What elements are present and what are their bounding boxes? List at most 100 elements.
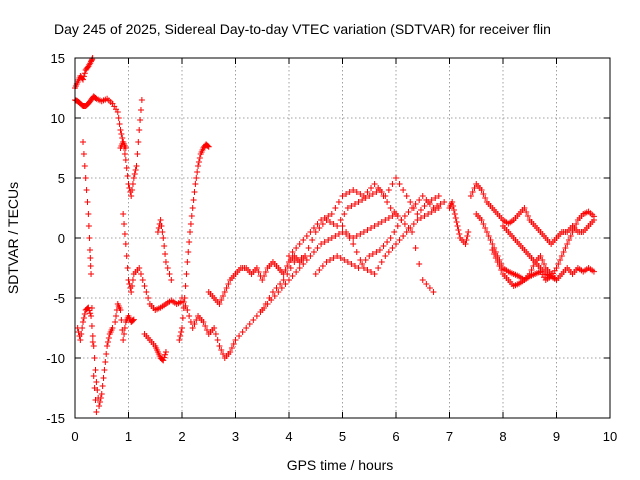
data-point — [400, 187, 407, 193]
data-point — [259, 307, 266, 313]
data-point — [293, 269, 300, 275]
data-point — [211, 325, 218, 331]
data-point — [193, 317, 200, 323]
data-point — [112, 319, 119, 325]
data-point — [85, 211, 92, 217]
data-point — [166, 271, 173, 277]
x-tick-label: 4 — [285, 429, 292, 444]
data-point — [530, 263, 537, 269]
data-point — [124, 265, 131, 271]
data-point — [400, 233, 407, 239]
data-point — [537, 253, 544, 259]
x-tick-label: 1 — [125, 429, 132, 444]
data-point — [403, 229, 410, 235]
data-point — [80, 315, 87, 321]
data-point — [129, 277, 136, 283]
data-point — [368, 185, 375, 191]
data-point — [389, 213, 396, 219]
data-point — [120, 139, 127, 145]
data-point — [191, 321, 198, 327]
data-point — [553, 277, 560, 283]
data-point — [318, 241, 325, 247]
data-point — [284, 263, 291, 269]
data-point — [417, 215, 424, 221]
x-tick-label: 2 — [178, 429, 185, 444]
data-point — [212, 331, 219, 337]
data-point — [253, 313, 260, 319]
data-point — [189, 205, 196, 211]
data-point — [409, 229, 416, 235]
data-point — [328, 211, 335, 217]
data-point — [289, 249, 296, 255]
data-point — [137, 117, 144, 123]
data-point — [159, 229, 166, 235]
data-point — [123, 165, 130, 171]
data-point — [81, 311, 88, 317]
data-point — [162, 259, 169, 265]
data-point — [462, 241, 469, 247]
data-point — [371, 181, 378, 187]
data-point — [176, 337, 183, 343]
data-point — [123, 253, 130, 259]
data-point — [407, 225, 414, 231]
data-point — [454, 223, 461, 229]
data-point — [185, 249, 192, 255]
data-point — [259, 277, 266, 283]
data-point — [294, 257, 301, 263]
data-point — [396, 181, 403, 187]
data-point — [179, 295, 185, 301]
data-point — [282, 281, 289, 287]
data-point — [158, 223, 165, 229]
data-point — [359, 197, 366, 203]
data-point — [350, 187, 357, 193]
data-point — [348, 261, 355, 267]
data-point — [480, 191, 487, 197]
data-point — [160, 357, 167, 364]
data-point — [266, 295, 273, 301]
data-point — [362, 257, 369, 263]
data-point — [187, 229, 194, 235]
data-point — [230, 341, 237, 347]
data-point — [426, 201, 433, 207]
data-point — [157, 217, 164, 223]
data-point — [385, 187, 392, 193]
data-point — [168, 277, 175, 283]
data-point — [83, 187, 90, 193]
data-point — [323, 259, 330, 265]
data-point — [339, 193, 346, 199]
data-point — [162, 251, 169, 257]
data-point — [193, 175, 200, 181]
data-point — [360, 229, 367, 235]
data-point — [291, 259, 298, 265]
data-point — [387, 235, 394, 241]
data-point — [77, 337, 84, 343]
data-point — [121, 151, 128, 157]
data-point — [218, 347, 225, 353]
data-point — [327, 257, 334, 263]
data-point — [350, 241, 357, 247]
data-point — [187, 319, 194, 325]
data-point — [491, 251, 498, 257]
data-point — [391, 209, 398, 215]
data-point — [194, 169, 201, 175]
data-point — [121, 221, 128, 227]
x-tick-label: 6 — [392, 429, 399, 444]
data-point — [366, 193, 373, 199]
data-point — [332, 233, 339, 239]
data-point — [184, 259, 191, 265]
data-point — [80, 139, 87, 145]
data-point — [425, 211, 432, 217]
data-point — [80, 319, 87, 325]
data-point — [223, 285, 230, 291]
data-point — [478, 217, 485, 223]
data-point — [145, 295, 152, 301]
data-point — [355, 265, 362, 271]
data-point — [218, 297, 225, 303]
data-point — [92, 367, 99, 373]
data-point — [416, 197, 423, 203]
data-point — [91, 355, 98, 361]
data-point — [296, 241, 303, 247]
data-point — [343, 229, 350, 235]
data-point — [375, 185, 382, 191]
x-tick-label: 9 — [553, 429, 560, 444]
